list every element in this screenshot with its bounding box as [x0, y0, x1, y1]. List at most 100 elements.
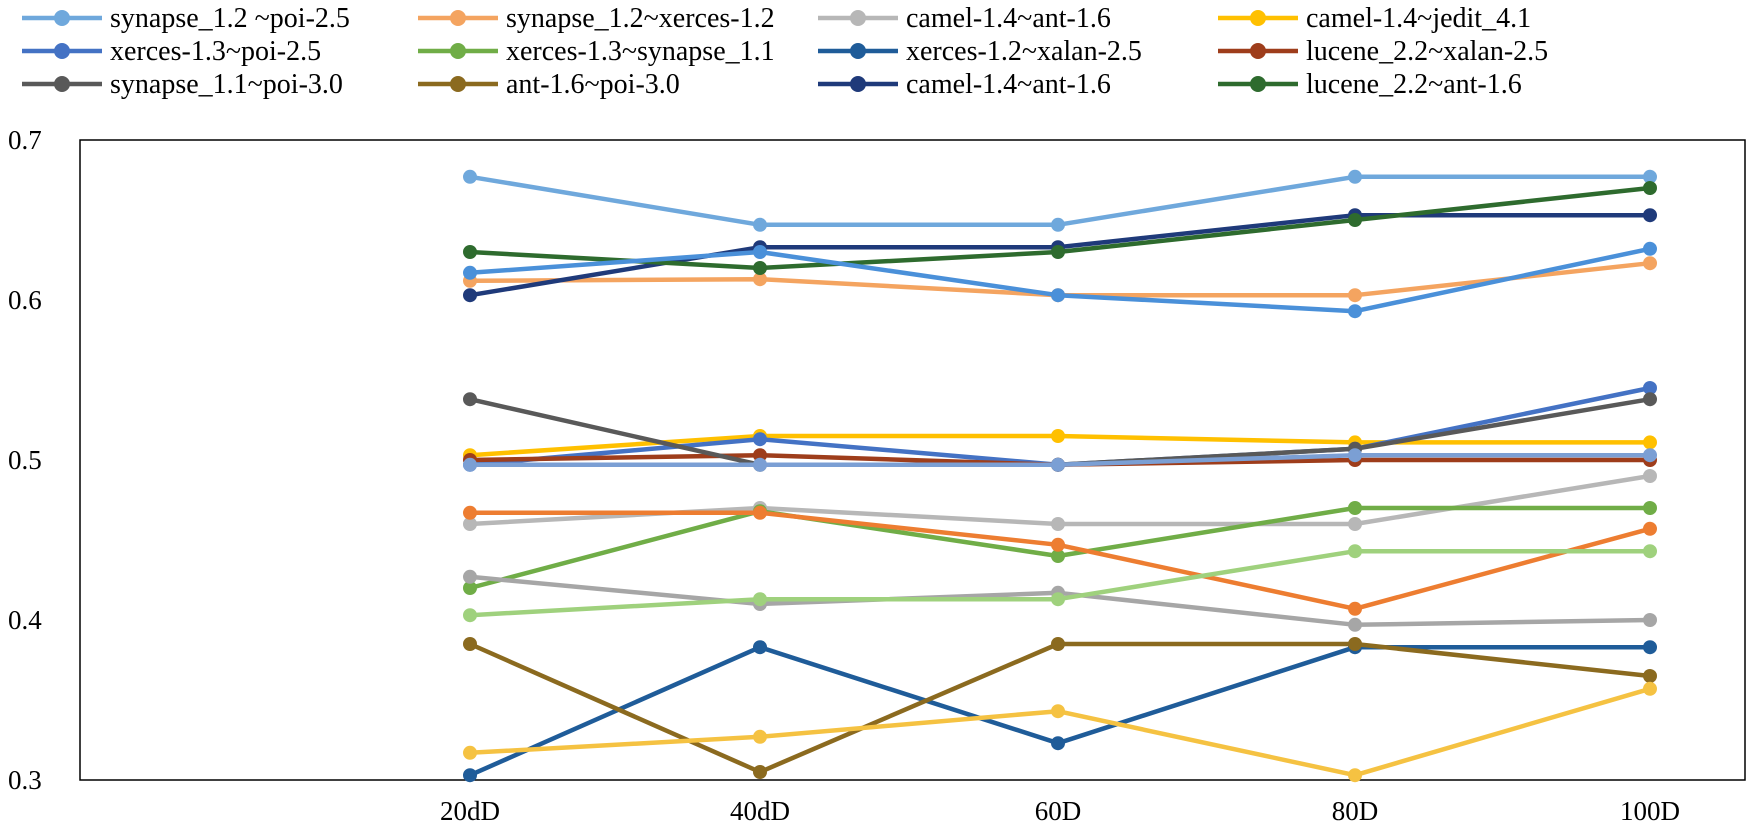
y-tick-label: 0.3: [8, 765, 42, 795]
legend-item: synapse_1.2 ~poi-2.5: [22, 3, 350, 34]
data-point: [463, 745, 477, 760]
data-point: [1348, 501, 1362, 515]
legend-item: xerces-1.3~synapse_1.1: [418, 36, 775, 67]
data-point: [753, 272, 767, 287]
legend-item: synapse_1.1~poi-3.0: [22, 69, 343, 100]
data-point: [1643, 469, 1657, 483]
series-12: [463, 505, 1657, 616]
data-point: [753, 245, 767, 259]
legend-label: ant-1.6~poi-3.0: [506, 69, 680, 100]
legend-item: xerces-1.3~poi-2.5: [22, 36, 321, 67]
data-point: [1348, 601, 1362, 616]
legend-item: synapse_1.2~xerces-1.2: [418, 3, 775, 34]
legend-label: lucene_2.2~ant-1.6: [1306, 69, 1522, 100]
x-tick-label: 40dD: [730, 796, 790, 826]
data-point: [1643, 669, 1657, 683]
data-point: [1643, 392, 1657, 407]
data-point: [1348, 768, 1362, 783]
data-point: [463, 245, 477, 259]
legend-label: xerces-1.3~poi-2.5: [110, 36, 321, 67]
data-point: [1643, 501, 1657, 515]
data-point: [1643, 241, 1657, 256]
legend-item: lucene_2.2~xalan-2.5: [1218, 36, 1548, 67]
legend-item: camel-1.4~ant-1.6: [818, 69, 1111, 100]
x-axis: 20dD 40dD 60D 80D 100D: [440, 796, 1680, 826]
data-point: [1348, 213, 1362, 227]
legend-label: lucene_2.2~xalan-2.5: [1306, 36, 1548, 67]
data-point: [463, 637, 477, 651]
legend-swatch-marker: [54, 43, 70, 59]
data-point: [1643, 169, 1657, 184]
data-point: [1051, 288, 1065, 303]
legend-swatch-marker: [54, 76, 70, 92]
x-tick-label: 60D: [1035, 796, 1082, 826]
x-tick-label: 20dD: [440, 796, 500, 826]
data-point: [1051, 517, 1065, 531]
data-point: [1051, 736, 1065, 751]
data-point: [1051, 217, 1065, 232]
data-point: [753, 432, 767, 447]
data-point: [463, 392, 477, 407]
data-point: [1643, 181, 1657, 195]
data-point: [463, 768, 477, 783]
data-point: [1643, 208, 1657, 223]
data-point: [463, 569, 477, 584]
series-layer: [463, 169, 1657, 783]
series-16: [463, 241, 1657, 319]
data-point: [1643, 435, 1657, 450]
legend-item: camel-1.4~ant-1.6: [818, 3, 1111, 34]
legend-swatch-marker: [1250, 76, 1266, 92]
data-point: [1348, 304, 1362, 319]
data-point: [753, 217, 767, 232]
legend-item: camel-1.4~jedit_4.1: [1218, 3, 1531, 34]
data-point: [1348, 637, 1362, 651]
y-tick-label: 0.6: [8, 285, 42, 315]
data-point: [463, 581, 477, 595]
legend-swatch-marker: [1250, 10, 1266, 26]
data-point: [753, 448, 767, 463]
series-17: [463, 448, 1657, 472]
x-tick-label: 100D: [1620, 796, 1680, 826]
legend-swatch-marker: [54, 10, 70, 26]
data-point: [1348, 517, 1362, 531]
legend-swatch-marker: [850, 10, 866, 26]
legend-item: lucene_2.2~ant-1.6: [1218, 69, 1522, 100]
data-point: [1643, 381, 1657, 395]
series-9: [463, 637, 1657, 779]
data-point: [1348, 288, 1362, 303]
data-point: [463, 608, 477, 623]
data-point: [1348, 169, 1362, 184]
data-point: [1643, 256, 1657, 271]
data-point: [1643, 448, 1657, 463]
legend-swatch-marker: [450, 43, 466, 59]
y-tick-label: 0.7: [8, 125, 42, 155]
data-point: [1051, 549, 1065, 563]
data-point: [1348, 544, 1362, 559]
legend-label: synapse_1.2 ~poi-2.5: [110, 3, 350, 34]
legend-item: xerces-1.2~xalan-2.5: [818, 36, 1142, 67]
data-point: [753, 457, 767, 472]
legend-label: xerces-1.3~synapse_1.1: [506, 36, 775, 67]
series-5: [463, 501, 1657, 595]
y-tick-label: 0.5: [8, 445, 42, 475]
legend-label: camel-1.4~jedit_4.1: [1306, 3, 1531, 34]
data-point: [1051, 637, 1065, 651]
data-point: [463, 505, 477, 520]
legend-swatch-marker: [850, 76, 866, 92]
data-point: [753, 729, 767, 744]
legend-swatch-marker: [450, 10, 466, 26]
data-point: [1348, 448, 1362, 463]
data-point: [463, 457, 477, 472]
legend-label: synapse_1.2~xerces-1.2: [506, 3, 775, 34]
y-axis: 0.3 0.4 0.5 0.6 0.7: [8, 125, 42, 795]
data-point: [1051, 537, 1065, 552]
data-point: [1643, 681, 1657, 696]
data-point: [753, 765, 767, 779]
data-point: [463, 517, 477, 531]
data-point: [463, 265, 477, 280]
legend-swatch-marker: [1250, 43, 1266, 59]
data-point: [463, 288, 477, 303]
data-point: [1051, 704, 1065, 719]
data-point: [1643, 521, 1657, 536]
